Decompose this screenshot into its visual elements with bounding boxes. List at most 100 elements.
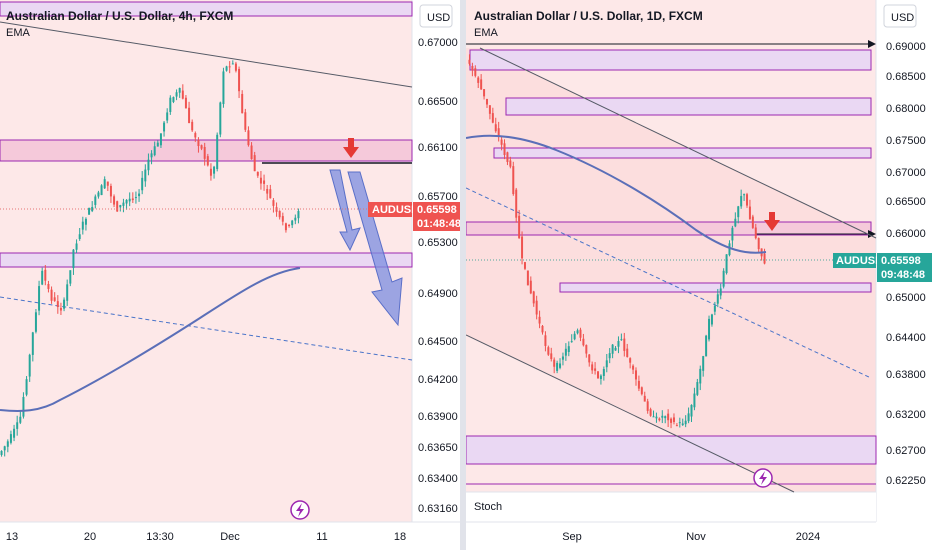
chart-svg-4h[interactable]: Australian Dollar / U.S. Dollar, 4h, FXC…: [0, 0, 460, 550]
resistance-zone-top[interactable]: [0, 1, 413, 17]
candle-body: [109, 185, 112, 197]
price-tick-label: 0.68000: [886, 103, 926, 115]
support-zone[interactable]: [0, 252, 413, 268]
candle-body: [256, 171, 259, 176]
candle-body: [44, 269, 47, 281]
lightning-logo-icon[interactable]: [753, 468, 773, 488]
candle-body: [716, 294, 719, 304]
candle-body: [684, 420, 687, 425]
chart-svg-1d[interactable]: Australian Dollar / U.S. Dollar, 1D, FXC…: [466, 0, 932, 550]
candle-body: [649, 409, 652, 416]
candle-body: [284, 223, 287, 231]
zone-0650[interactable]: [559, 282, 872, 293]
chart-title: Australian Dollar / U.S. Dollar, 4h, FXC…: [6, 9, 233, 23]
candle-body: [529, 280, 532, 294]
time-axis[interactable]: [0, 522, 460, 550]
candle-body: [172, 97, 175, 102]
channel-upper-line[interactable]: [479, 47, 877, 239]
candle-body: [78, 234, 81, 240]
down-arrow-icon: [764, 212, 780, 231]
price-tick-label: 0.63900: [418, 411, 458, 423]
candle-body: [259, 177, 262, 184]
zone-0660[interactable]: [466, 221, 872, 236]
candle-body: [91, 206, 94, 212]
currency-button[interactable]: [419, 4, 453, 28]
candle-body: [178, 87, 181, 93]
candle-body: [253, 155, 256, 172]
zone-0672[interactable]: [493, 147, 872, 159]
candle-body: [623, 338, 626, 351]
candle-body: [541, 325, 544, 333]
time-tick-label: 13: [6, 531, 18, 543]
candle-body: [66, 284, 69, 301]
candle-body: [699, 368, 702, 384]
candle-body: [538, 316, 541, 324]
candle-body: [494, 124, 497, 132]
candle-body: [503, 143, 506, 156]
price-tick-label: 0.63200: [886, 409, 926, 421]
candle-body: [72, 249, 75, 269]
bar-countdown: 09:48:48: [881, 269, 925, 281]
candle-body: [746, 194, 749, 206]
candle-body: [564, 348, 567, 356]
candle-body: [113, 196, 116, 205]
projection-arrow-large[interactable]: [347, 171, 403, 327]
resistance-zone[interactable]: [0, 139, 413, 162]
arrowhead-icon: [868, 40, 876, 48]
descending-trendline[interactable]: [0, 21, 413, 88]
candle-body: [131, 198, 134, 201]
candle-body: [56, 301, 59, 308]
candle-body: [3, 446, 6, 451]
candle-body: [559, 363, 562, 368]
symbol-tag: [368, 202, 412, 217]
channel-midline[interactable]: [466, 187, 872, 379]
candle-body: [597, 371, 600, 379]
chart-pane-4h[interactable]: Australian Dollar / U.S. Dollar, 4h, FXC…: [0, 0, 460, 550]
zone-0627[interactable]: [466, 435, 877, 465]
candle-body: [9, 434, 12, 443]
candle-body: [38, 286, 41, 311]
chart-pane-1d[interactable]: Australian Dollar / U.S. Dollar, 1D, FXC…: [466, 0, 932, 550]
time-axis[interactable]: [466, 522, 932, 550]
candle-body: [518, 215, 521, 239]
currency-button[interactable]: [883, 4, 917, 28]
candle-body: [637, 380, 640, 389]
currency-label: USD: [427, 12, 450, 24]
bar-countdown: 01:48:48: [417, 218, 460, 230]
indicator-label: EMA: [474, 27, 499, 39]
candle-body: [25, 379, 28, 395]
price-tick-label: 0.66000: [886, 228, 926, 240]
candle-body: [231, 63, 234, 65]
pane-divider[interactable]: [460, 0, 466, 550]
projection-arrow-small[interactable]: [329, 169, 361, 252]
candle-body: [708, 318, 711, 340]
price-tick-label: 0.63650: [418, 442, 458, 454]
channel-lower-line[interactable]: [466, 334, 795, 493]
time-tick-label: 2024: [796, 531, 820, 543]
candle-body: [225, 66, 228, 71]
candle-body: [103, 179, 106, 189]
candle-body: [567, 346, 570, 353]
candle-body: [743, 194, 746, 196]
candle-body: [216, 134, 219, 170]
zone-0685[interactable]: [469, 49, 872, 71]
ema-line: [466, 134, 767, 254]
channel-fill: [466, 48, 876, 492]
price-tick-label: 0.66500: [886, 196, 926, 208]
price-tick-label: 0.66500: [418, 96, 458, 108]
candle-body: [605, 360, 608, 368]
candle-body: [632, 365, 635, 370]
candle-body: [634, 370, 637, 380]
lightning-logo-icon[interactable]: [290, 500, 310, 520]
candle-body: [250, 145, 253, 160]
candle-body: [640, 387, 643, 395]
price-axis[interactable]: [412, 0, 460, 522]
candle-body: [611, 344, 614, 354]
candle-body: [468, 59, 471, 64]
price-tick-label: 0.62700: [886, 445, 926, 457]
zone-0680[interactable]: [505, 97, 872, 116]
last-price-value: 0.65598: [417, 204, 457, 216]
candle-body: [213, 166, 216, 174]
stoch-pane[interactable]: [466, 492, 876, 522]
price-tick-label: 0.65300: [418, 237, 458, 249]
